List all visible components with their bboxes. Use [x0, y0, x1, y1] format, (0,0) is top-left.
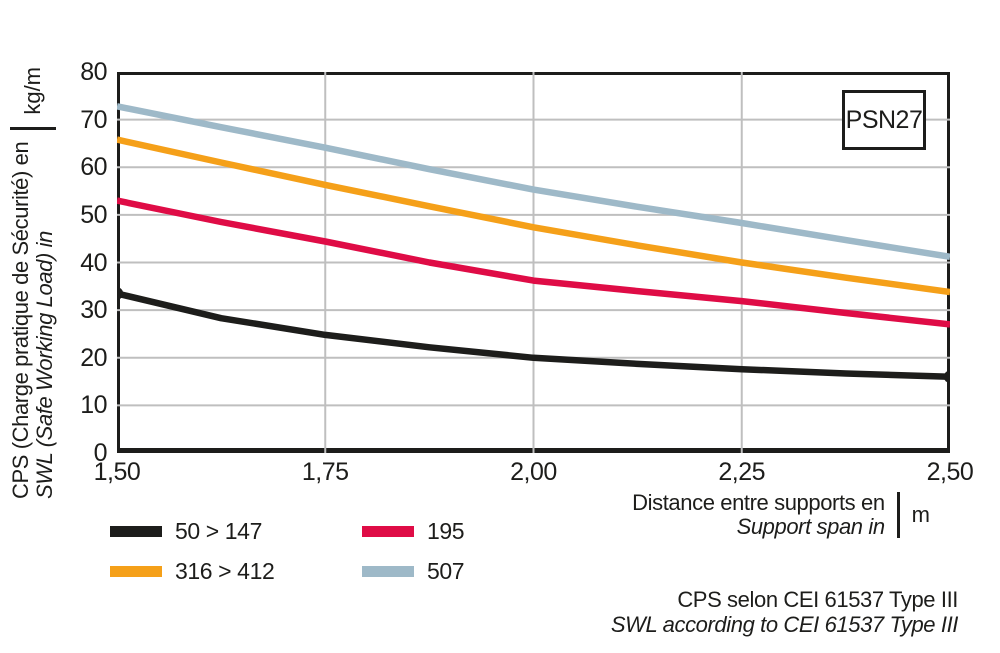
product-label: PSN27 [845, 105, 923, 134]
series-end-marker [117, 287, 124, 300]
series-end-marker [943, 370, 950, 383]
x-axis-title-line1: Distance entre supports en [632, 490, 885, 515]
plot-svg [117, 72, 950, 453]
series-line-316-412 [117, 136, 950, 296]
legend-label: 507 [427, 557, 465, 584]
legend-swatch [362, 565, 414, 577]
legend-swatch [110, 525, 162, 537]
legend-swatch [110, 565, 162, 577]
x-tick-label: 1,75 [301, 458, 349, 486]
legend: 50 > 147 195 316 > 412 507 [110, 517, 465, 584]
y-axis-title-line2: SWL (Safe Working Load) in [32, 231, 57, 500]
y-tick-label: 80 [80, 58, 107, 86]
y-tick-label: 50 [80, 200, 107, 229]
y-axis-unit: kg/m [20, 66, 45, 115]
x-axis-unit: m [911, 502, 930, 527]
x-axis-title: Distance entre supports en Support span … [560, 491, 930, 539]
legend-label: 50 > 147 [175, 517, 262, 544]
y-axis-unit-divider [10, 126, 56, 130]
y-axis-title-line1: CPS (Charge pratique de Sécurité) en [8, 141, 33, 500]
footer-line1: CPS selon CEI 61537 Type III [677, 587, 958, 612]
series-line-50-147 [117, 290, 950, 381]
x-axis-title-line2: Support span in [736, 514, 886, 539]
x-tick-label: 1,50 [93, 458, 141, 486]
y-tick-label: 40 [80, 248, 107, 277]
plot-area [117, 72, 950, 453]
y-tick-label: 70 [80, 105, 107, 134]
y-tick-label: 30 [80, 296, 107, 325]
x-axis-title-text: Distance entre supports en Support span … [632, 491, 885, 539]
y-tick-label: 10 [80, 391, 107, 420]
y-tick-label: 60 [80, 153, 107, 182]
legend-swatch [362, 525, 414, 537]
x-axis-unit-divider [896, 492, 900, 538]
series-line-507 [117, 103, 950, 261]
product-label-box: PSN27 [842, 90, 926, 150]
footer-note: CPS selon CEI 61537 Type III SWL accordi… [610, 587, 959, 637]
series-line-195 [117, 197, 950, 328]
y-axis-title-text: CPS (Charge pratique de Sécurité) en SWL… [8, 141, 57, 500]
x-tick-label: 2,50 [926, 458, 974, 486]
footer-line2: SWL according to CEI 61537 Type III [610, 612, 959, 637]
y-tick-label: 20 [80, 343, 107, 372]
x-tick-label: 2,25 [718, 458, 766, 486]
x-tick-label: 2,00 [510, 458, 557, 486]
y-axis-title: CPS (Charge pratique de Sécurité) en SWL… [5, 48, 61, 518]
legend-label: 316 > 412 [175, 557, 275, 584]
y-tick-label: 0 [93, 439, 108, 467]
legend-label: 195 [427, 517, 465, 544]
